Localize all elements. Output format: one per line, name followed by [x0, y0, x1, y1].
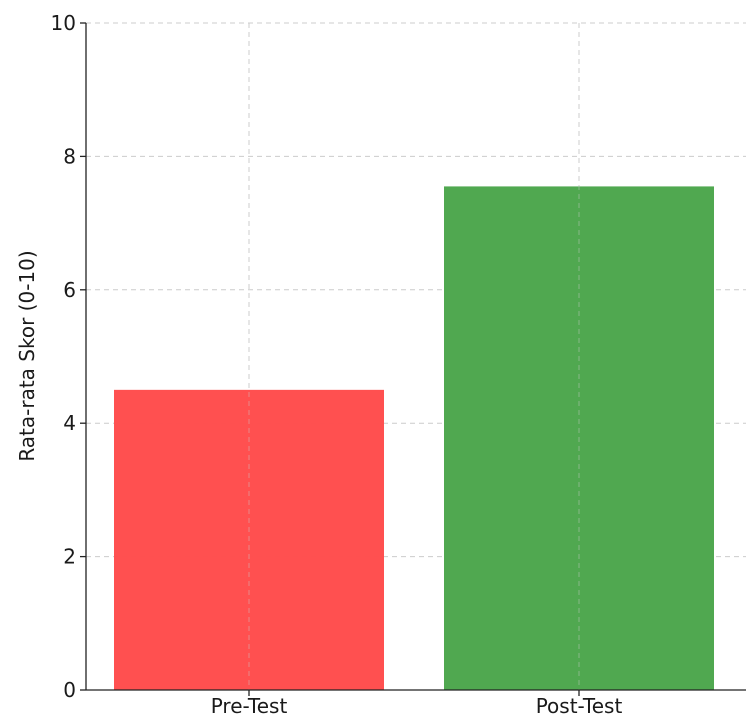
- bar-pre-test: [114, 389, 384, 690]
- x-tick-label-0: Pre-Test: [211, 694, 288, 716]
- y-tick-label-5: 10: [51, 11, 76, 35]
- y-tick-label-1: 2: [63, 545, 76, 569]
- x-tick-label-1: Post-Test: [536, 694, 623, 716]
- y-axis-title: Rata-rata Skor (0-10): [15, 250, 39, 461]
- y-tick-label-0: 0: [63, 678, 76, 702]
- y-tick-label-3: 6: [63, 278, 76, 302]
- bars: [114, 23, 714, 691]
- axes: [85, 23, 746, 691]
- bar-post-test: [444, 186, 714, 691]
- y-ticks: 0 2 4 6 8 10: [51, 11, 86, 702]
- y-tick-label-4: 8: [63, 144, 76, 168]
- x-ticks: Pre-Test Post-Test: [211, 690, 623, 716]
- y-tick-label-2: 4: [63, 411, 76, 435]
